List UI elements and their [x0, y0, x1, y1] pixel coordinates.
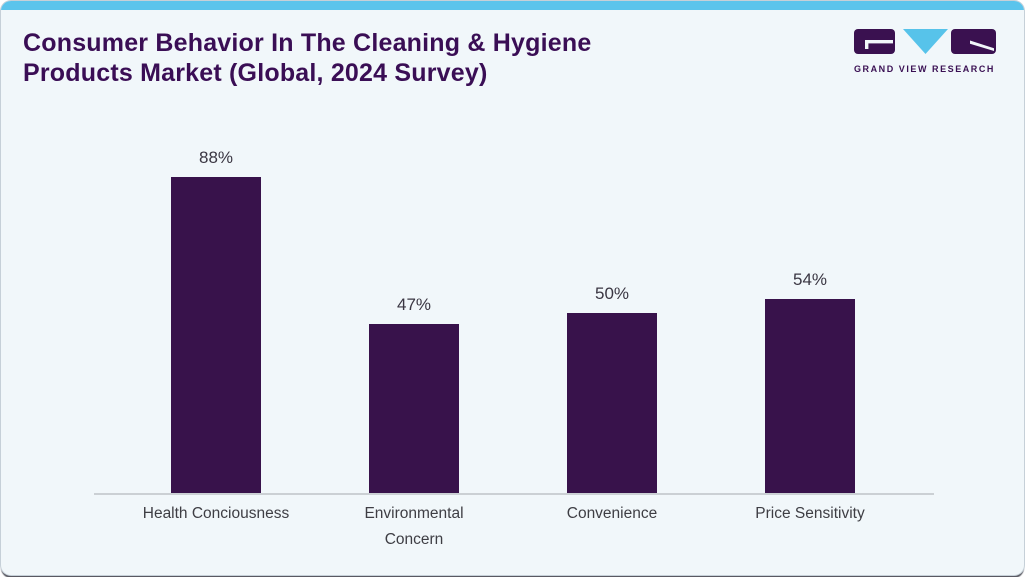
- bar-chart-plot: 88% 47% 50% 54%: [94, 131, 934, 495]
- bar: [369, 324, 459, 493]
- bar-column: 54%: [711, 270, 909, 493]
- bar-value-label: 47%: [396, 295, 432, 314]
- category-label: Convenience: [566, 505, 658, 522]
- bar: [765, 299, 855, 493]
- gvr-logo-icon: [854, 29, 996, 54]
- top-accent-bar: [1, 1, 1024, 10]
- page-title: Consumer Behavior In The Cleaning & Hygi…: [23, 28, 591, 88]
- bar-value-label: 54%: [792, 270, 828, 289]
- category-label: Price Sensitivity: [755, 505, 865, 522]
- bar: [567, 313, 657, 493]
- bar-column: 88%: [117, 148, 315, 493]
- brand-logo: GRAND VIEW RESEARCH: [854, 29, 996, 74]
- bar-value-label: 50%: [594, 284, 630, 303]
- bar: [171, 177, 261, 493]
- page-title-line-2: Products Market (Global, 2024 Survey): [23, 59, 488, 87]
- bar-column: 50%: [513, 284, 711, 493]
- brand-logo-caption: GRAND VIEW RESEARCH: [854, 64, 995, 74]
- bar-column: 47%: [315, 295, 513, 493]
- page-title-line-1: Consumer Behavior In The Cleaning & Hygi…: [23, 29, 592, 57]
- category-label: Health Conciousness: [142, 505, 290, 522]
- category-labels-row: Health Conciousness Environmental Concern…: [117, 501, 909, 553]
- bars-row: 88% 47% 50% 54%: [117, 148, 909, 493]
- category-label: Environmental Concern: [364, 505, 464, 548]
- bar-value-label: 88%: [198, 148, 234, 167]
